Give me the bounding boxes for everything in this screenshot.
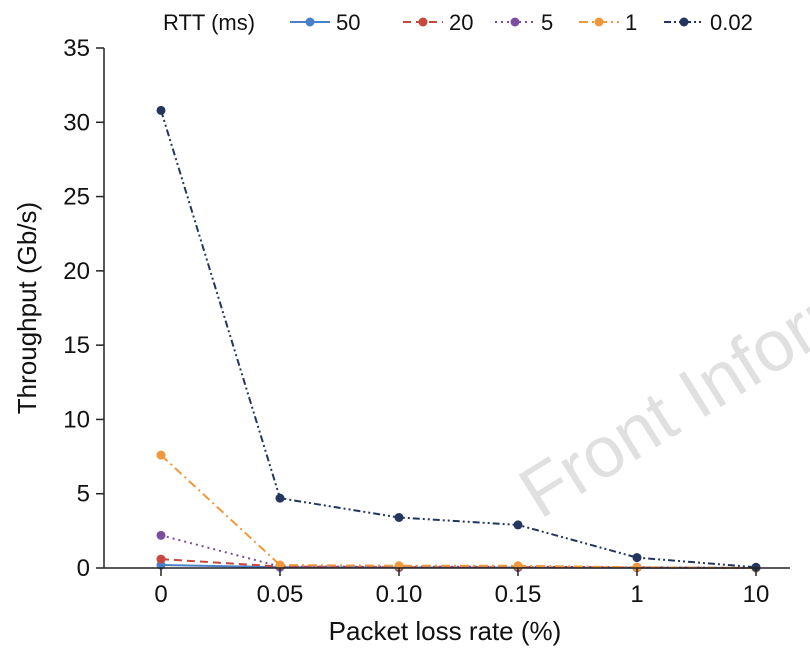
y-tick-label: 35 <box>63 35 90 62</box>
legend-item: 1 <box>579 10 637 35</box>
y-ticks: 0 5 10 15 20 25 30 35 <box>63 35 104 582</box>
legend-marker <box>510 17 520 27</box>
y-tick-label: 30 <box>63 109 90 136</box>
watermark: Front Inform <box>506 258 810 534</box>
x-ticks: 0 0.05 0.10 0.15 1 10 <box>154 568 769 608</box>
y-tick-label: 5 <box>77 481 90 508</box>
data-point <box>275 493 285 503</box>
legend-marker <box>594 17 604 27</box>
data-point <box>156 450 166 460</box>
x-tick-label: 0.15 <box>495 581 542 608</box>
series-20 <box>156 554 761 573</box>
y-tick-label: 25 <box>63 184 90 211</box>
series-0.02 <box>156 105 761 572</box>
data-point <box>156 530 166 540</box>
legend-item: 0.02 <box>664 10 753 35</box>
x-tick-label: 0 <box>154 581 167 608</box>
y-tick-label: 15 <box>63 332 90 359</box>
legend-item: 50 <box>290 10 360 35</box>
x-tick-label: 0.10 <box>376 581 423 608</box>
y-tick-label: 20 <box>63 258 90 285</box>
legend-item: 20 <box>403 10 473 35</box>
legend-label: 0.02 <box>710 10 753 35</box>
data-point <box>156 105 166 115</box>
legend-marker <box>305 17 315 27</box>
legend-label: 1 <box>625 10 637 35</box>
data-point <box>513 520 523 530</box>
x-tick-label: 1 <box>630 581 643 608</box>
x-axis-label: Packet loss rate (%) <box>329 616 562 646</box>
data-point <box>632 553 642 563</box>
legend-label: 20 <box>449 10 473 35</box>
x-tick-label: 10 <box>743 581 770 608</box>
series-line <box>160 534 757 569</box>
legend-marker <box>418 17 428 27</box>
legend: RTT (ms) 50 20 5 1 0.02 <box>163 10 753 35</box>
y-axis-label: Throughput (Gb/s) <box>12 202 42 414</box>
y-tick-label: 0 <box>77 555 90 582</box>
legend-label: 5 <box>541 10 553 35</box>
legend-title: RTT (ms) <box>163 10 255 35</box>
series-1 <box>156 450 761 573</box>
data-point <box>394 512 404 522</box>
plot-area <box>156 105 761 573</box>
x-tick-label: 0.05 <box>257 581 304 608</box>
y-tick-label: 10 <box>63 406 90 433</box>
series-line <box>160 454 757 569</box>
legend-marker <box>679 17 689 27</box>
legend-label: 50 <box>336 10 360 35</box>
data-point <box>156 554 166 564</box>
legend-item: 5 <box>495 10 553 35</box>
series-line <box>160 110 757 569</box>
